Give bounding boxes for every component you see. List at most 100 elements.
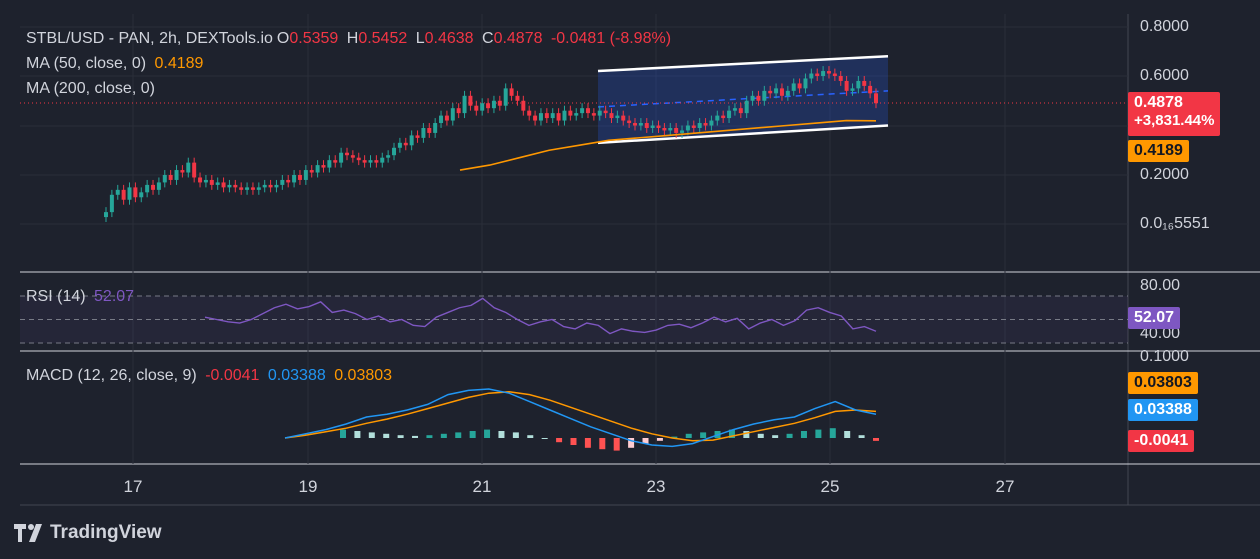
macd-axis-top: 0.1000 bbox=[1140, 348, 1189, 365]
candle-body bbox=[568, 110, 573, 116]
macd-histogram-bar bbox=[844, 431, 851, 438]
symbol-label: STBL/USD - PAN, 2h, DEXTools.io bbox=[26, 30, 273, 47]
candle-body bbox=[474, 105, 479, 111]
macd-histogram-bar bbox=[628, 438, 635, 448]
macd-signal-line bbox=[284, 391, 877, 442]
macd-label: MACD (12, 26, close, 9) bbox=[26, 367, 197, 384]
candle-body bbox=[762, 90, 767, 101]
macd-hist-value: -0.0041 bbox=[205, 367, 260, 384]
candle-body bbox=[344, 152, 349, 156]
candle-body bbox=[779, 88, 784, 96]
candle-body bbox=[685, 125, 690, 131]
macd-histogram-bar bbox=[527, 435, 534, 438]
candle-body bbox=[697, 123, 702, 128]
macd-histogram-bar bbox=[426, 435, 433, 438]
macd-histogram-bar bbox=[642, 438, 649, 444]
candle-body bbox=[374, 160, 379, 163]
rsi-label: RSI (14) bbox=[26, 288, 86, 305]
candle-body bbox=[415, 135, 420, 138]
macd-histogram-bar bbox=[541, 438, 548, 439]
candle-body bbox=[574, 113, 579, 116]
candle-body bbox=[850, 88, 855, 91]
macd-histogram-bar bbox=[498, 431, 505, 438]
candle-body bbox=[280, 179, 285, 185]
candle-body bbox=[239, 187, 244, 190]
x-tick-27: 27 bbox=[995, 477, 1015, 496]
candle-body bbox=[521, 100, 526, 111]
rsi-upper-tick: 80.00 bbox=[1140, 277, 1181, 294]
ma50-line bbox=[459, 119, 877, 171]
macd-histogram-bar bbox=[800, 431, 807, 438]
candle-body bbox=[556, 113, 561, 121]
candle-body bbox=[133, 187, 138, 198]
candle-body bbox=[680, 130, 685, 133]
price-tick-3: 0.2000 bbox=[1140, 166, 1189, 183]
price-tick-2: 0.6000 bbox=[1140, 67, 1189, 84]
tradingview-logo[interactable]: TradingView bbox=[14, 522, 162, 544]
candle-body bbox=[421, 127, 426, 138]
close-label: C bbox=[482, 30, 494, 47]
candle-body bbox=[380, 157, 385, 163]
candle-body bbox=[139, 192, 144, 198]
candle-body bbox=[433, 123, 438, 133]
candle-body bbox=[262, 184, 267, 188]
candle-body bbox=[709, 120, 714, 126]
macd-histogram-bar bbox=[873, 438, 879, 441]
candle-body bbox=[256, 187, 261, 190]
macd-histogram-bar bbox=[757, 433, 764, 438]
low-value: 0.4638 bbox=[424, 30, 474, 47]
candle-body bbox=[633, 123, 638, 126]
branding-text: TradingView bbox=[50, 522, 162, 543]
macd-line-tag: 0.03388 bbox=[1128, 399, 1198, 421]
x-tick-19: 19 bbox=[298, 477, 318, 496]
candle-body bbox=[491, 100, 496, 109]
rsi-line bbox=[204, 297, 877, 335]
candle-body bbox=[127, 187, 132, 200]
candle-body bbox=[832, 73, 837, 76]
candle-body bbox=[268, 184, 273, 188]
macd-hist-tag: -0.0041 bbox=[1128, 430, 1195, 452]
candle-body bbox=[791, 83, 796, 91]
candle-body bbox=[797, 83, 802, 89]
candle-body bbox=[585, 108, 590, 114]
macd-histogram-bar bbox=[815, 429, 822, 438]
candle-body bbox=[456, 108, 461, 114]
channel-upper-line bbox=[597, 54, 889, 73]
candle-body bbox=[356, 157, 361, 161]
candle-body bbox=[650, 125, 655, 128]
candle-body bbox=[168, 175, 173, 180]
rsi-lower-tick: 40.00 bbox=[1140, 325, 1181, 342]
candle-body bbox=[727, 110, 732, 119]
candle-body bbox=[192, 162, 197, 178]
candle-body bbox=[450, 108, 455, 121]
candle-body bbox=[738, 108, 743, 114]
macd-histogram-bar bbox=[340, 429, 346, 438]
candle-body bbox=[656, 125, 661, 128]
candle-body bbox=[444, 115, 449, 121]
ma200-legend: MA (200, close, 0) bbox=[26, 80, 159, 98]
macd-histogram-bar bbox=[469, 431, 476, 438]
candle-body bbox=[580, 108, 585, 114]
macd-histogram-bar bbox=[786, 433, 793, 438]
candle-body bbox=[591, 113, 596, 116]
candle-body bbox=[333, 160, 338, 163]
candle-body bbox=[186, 162, 191, 173]
candle-body bbox=[309, 170, 314, 173]
candle-body bbox=[362, 160, 367, 163]
close-value: 0.4878 bbox=[493, 30, 543, 47]
candle-body bbox=[468, 95, 473, 106]
macd-histogram-bar bbox=[368, 432, 375, 438]
rsi-tag: 52.07 bbox=[1128, 307, 1181, 329]
macd-histogram-bar bbox=[584, 438, 591, 448]
macd-histogram-bar bbox=[397, 435, 404, 438]
macd-histogram-bar bbox=[700, 432, 707, 438]
open-label: O bbox=[276, 30, 290, 47]
candle-body bbox=[174, 170, 179, 180]
macd-histogram-bar bbox=[354, 431, 361, 438]
candle-body bbox=[497, 100, 502, 106]
candle-body bbox=[644, 123, 649, 128]
candle-body bbox=[615, 115, 620, 119]
ma-price-tag: 0.4189 bbox=[1128, 140, 1189, 162]
candle-body bbox=[350, 155, 355, 158]
